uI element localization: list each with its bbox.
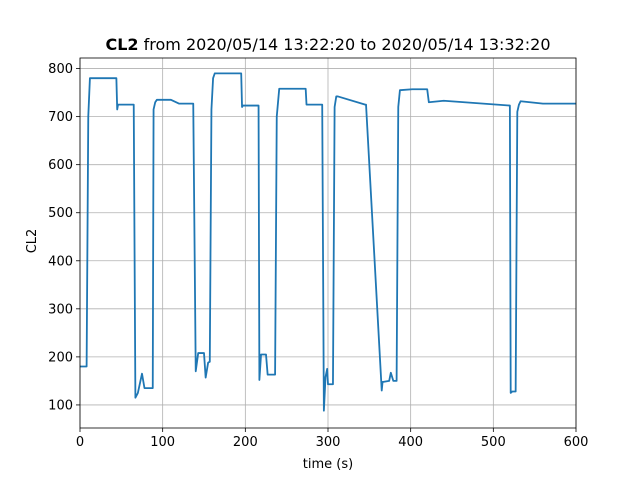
x-tick-label: 0 [76, 435, 84, 450]
chart-title-rest: from 2020/05/14 13:22:20 to 2020/05/14 1… [139, 35, 551, 54]
x-tick-label: 200 [233, 435, 258, 450]
x-tick-label: 100 [150, 435, 175, 450]
x-tick-label: 400 [398, 435, 423, 450]
grid-lines [79, 58, 577, 428]
y-tick-label: 600 [48, 158, 73, 173]
y-axis-label: CL2 [25, 229, 40, 254]
x-tick-label: 600 [564, 435, 589, 450]
y-tick-label: 400 [48, 254, 73, 269]
y-tick-label: 300 [48, 302, 73, 317]
y-tick-label: 100 [48, 398, 73, 413]
y-tick-label: 500 [48, 206, 73, 221]
y-tick-label: 700 [48, 110, 73, 125]
x-tick-label: 300 [316, 435, 341, 450]
series-layer [80, 72, 576, 412]
chart-title-bold: CL2 [105, 35, 138, 54]
chart-title: CL2 from 2020/05/14 13:22:20 to 2020/05/… [105, 35, 550, 54]
x-axis-label: time (s) [303, 457, 353, 472]
x-tick-label: 500 [481, 435, 506, 450]
y-tick-label: 200 [48, 350, 73, 365]
y-tick-label: 800 [48, 62, 73, 77]
axis-ticks: 0 100 200 300 400 500 600 100 200 300 400 500 600 700… [48, 62, 588, 450]
series-line [80, 72, 576, 412]
